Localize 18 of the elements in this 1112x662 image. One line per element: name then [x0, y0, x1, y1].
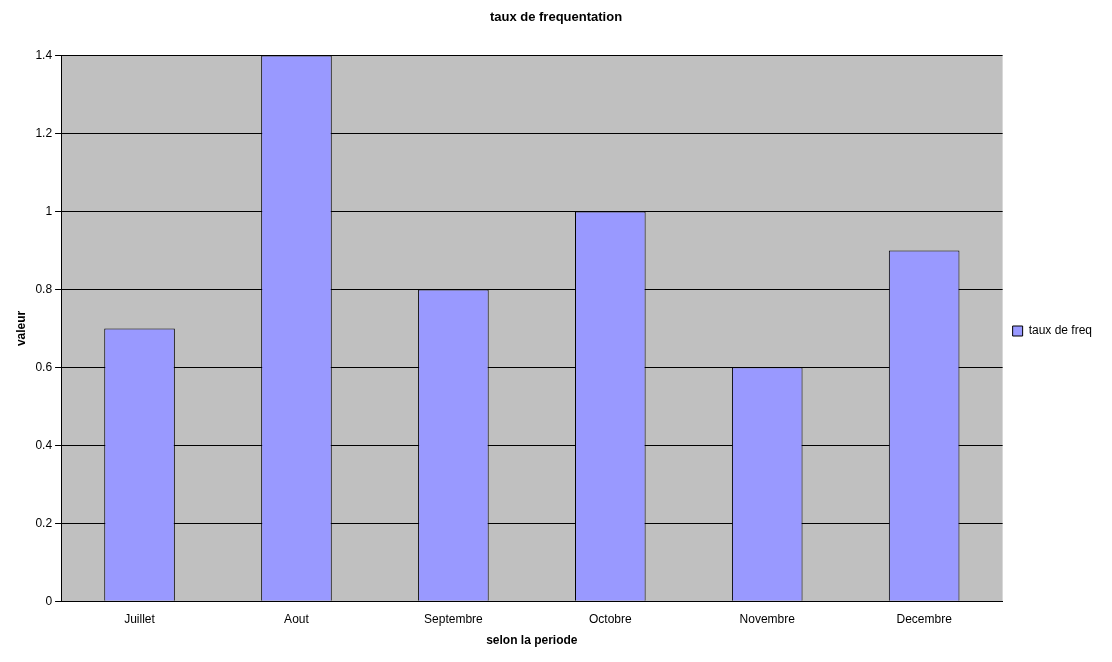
- y-tick-label: 0.2: [35, 515, 53, 530]
- y-tick-label: 0.6: [35, 359, 53, 374]
- x-tick-label: Septembre: [424, 611, 484, 626]
- y-tick-label: 0.4: [35, 437, 53, 452]
- x-tick-label: Novembre: [739, 611, 796, 626]
- x-tick-label: Juillet: [124, 611, 156, 626]
- y-axis-title: valeur: [13, 310, 28, 347]
- y-tick-label: 1: [45, 203, 53, 218]
- x-tick-label: Aout: [284, 611, 310, 626]
- y-tick-label: 1.2: [35, 125, 53, 140]
- y-tick-label: 0.8: [35, 281, 53, 296]
- chart-title: taux de frequentation: [489, 9, 623, 25]
- x-axis-title: selon la periode: [486, 633, 578, 648]
- legend-label: taux de freq: [1028, 323, 1092, 338]
- x-tick-label: Octobre: [588, 611, 632, 626]
- x-tick-label: Decembre: [896, 611, 953, 626]
- y-tick-label: 0: [45, 593, 53, 608]
- y-tick-label: 1.4: [35, 47, 53, 62]
